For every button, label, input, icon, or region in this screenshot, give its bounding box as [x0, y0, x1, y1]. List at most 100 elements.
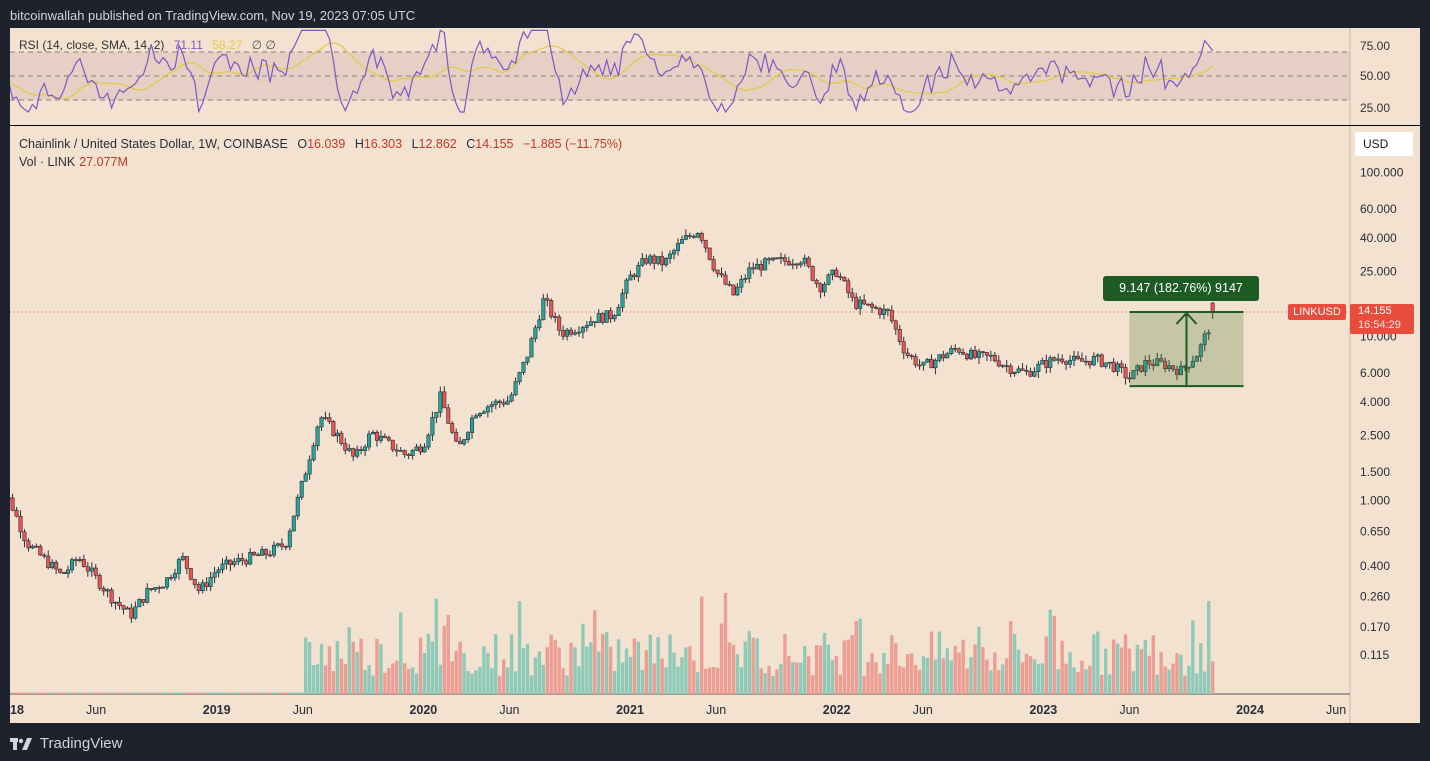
candle-body — [1028, 371, 1033, 377]
candle-body — [232, 561, 237, 565]
volume-bar — [185, 692, 189, 694]
volume-bar — [866, 662, 870, 694]
candle-body — [988, 354, 993, 357]
volume-bar — [965, 668, 969, 694]
volume-bar — [264, 692, 268, 694]
candle-body — [644, 258, 649, 264]
measure-label[interactable]: 9.147 (182.76%) 9147 — [1103, 276, 1259, 301]
candle-body — [953, 348, 958, 350]
candle-body — [105, 589, 110, 592]
chart-canvas[interactable]: 75.00 50.00 25.00 100.000 60.000 40.000 25.… — [10, 28, 1420, 723]
volume-bar — [593, 610, 597, 694]
candle-body — [1044, 360, 1049, 368]
volume-bar — [759, 668, 763, 694]
volume-bar — [933, 659, 938, 694]
volume-bar — [1203, 671, 1207, 694]
candle-body — [1060, 358, 1065, 363]
candle-body — [897, 329, 902, 342]
candle-body — [1016, 368, 1021, 373]
volume-bar — [569, 642, 573, 694]
volume-bar — [1048, 609, 1052, 694]
candle-body — [1091, 355, 1096, 366]
rsi-tick: 25.00 — [1360, 101, 1390, 115]
candle-body — [751, 267, 756, 270]
volume-bar — [418, 637, 423, 694]
volume-bar — [684, 647, 688, 694]
volume-bar — [1107, 674, 1112, 694]
price-tick: 0.260 — [1360, 590, 1390, 604]
volume-bar — [660, 658, 664, 694]
volume-bar — [466, 671, 470, 694]
candle-body — [355, 449, 360, 457]
candle-body — [125, 607, 130, 610]
volume-bar — [300, 692, 304, 694]
volume-bar — [82, 692, 86, 694]
volume-bar — [430, 641, 435, 694]
volume-bar — [521, 648, 526, 694]
volume-bar — [319, 643, 324, 694]
last-price-tag: 14.155 16:54:29 — [1350, 304, 1414, 334]
volume-bar — [957, 652, 961, 694]
volume-bar — [545, 647, 549, 694]
candle-body — [905, 352, 910, 356]
pane-divider[interactable] — [10, 125, 1420, 126]
candle-body — [759, 264, 764, 271]
volume-bar — [838, 674, 843, 694]
footer-brand[interactable]: TradingView — [10, 735, 122, 752]
chart-frame[interactable]: 75.00 50.00 25.00 100.000 60.000 40.000 25.… — [10, 28, 1420, 723]
price-tick: 0.115 — [1360, 648, 1389, 662]
candle-body — [268, 554, 273, 557]
volume-bar — [240, 692, 244, 694]
rsi-tick: 50.00 — [1360, 69, 1390, 83]
candle-body — [244, 560, 249, 565]
volume-bar — [620, 662, 625, 694]
volume-bar — [898, 665, 902, 694]
candle-body — [1079, 358, 1084, 362]
volume-bar — [830, 660, 835, 694]
volume-bar — [165, 692, 169, 694]
volume-bar — [668, 634, 672, 694]
volume-bar — [1179, 654, 1183, 694]
candle-body — [264, 549, 269, 556]
candle-body — [501, 402, 506, 405]
candle-body — [188, 568, 193, 580]
volume-bar — [1199, 643, 1203, 694]
volume-bar — [755, 638, 759, 694]
symbol-title[interactable]: Chainlink / United States Dollar, 1W, CO… — [19, 137, 288, 151]
volume-bar — [30, 692, 35, 694]
volume-bar — [1012, 633, 1017, 694]
candle-body — [303, 473, 308, 482]
volume-bar — [137, 692, 142, 694]
candle-body — [14, 509, 19, 517]
candle-body — [913, 356, 918, 366]
currency-selector[interactable]: USD — [1355, 132, 1413, 156]
candle-body — [1147, 360, 1152, 365]
candle-body — [129, 607, 134, 619]
volume-bar — [604, 632, 609, 694]
candle-body — [529, 338, 534, 358]
candle-body — [969, 349, 974, 360]
candle-body — [1135, 365, 1140, 371]
candle-body — [184, 556, 189, 569]
volume-bar — [711, 666, 716, 694]
volume-bar — [731, 644, 736, 694]
volume-bar — [723, 592, 728, 694]
candle-body — [462, 439, 467, 445]
volume-bar — [1076, 671, 1080, 694]
candle-body — [774, 257, 779, 260]
candle-body — [858, 299, 863, 309]
volume-bar — [1111, 639, 1116, 694]
candle-body — [418, 446, 423, 453]
volume-bar — [739, 667, 744, 694]
candle-body — [66, 569, 71, 574]
volume-bar — [486, 652, 490, 694]
volume-bar — [14, 692, 19, 694]
candle-body — [1163, 360, 1168, 370]
candle-body — [153, 587, 158, 590]
candle-body — [596, 313, 601, 323]
candle-body — [612, 315, 617, 320]
price-tick: 0.170 — [1360, 620, 1390, 634]
candle-body — [145, 588, 150, 603]
volume-bar — [482, 646, 486, 694]
candle-body — [291, 515, 296, 532]
